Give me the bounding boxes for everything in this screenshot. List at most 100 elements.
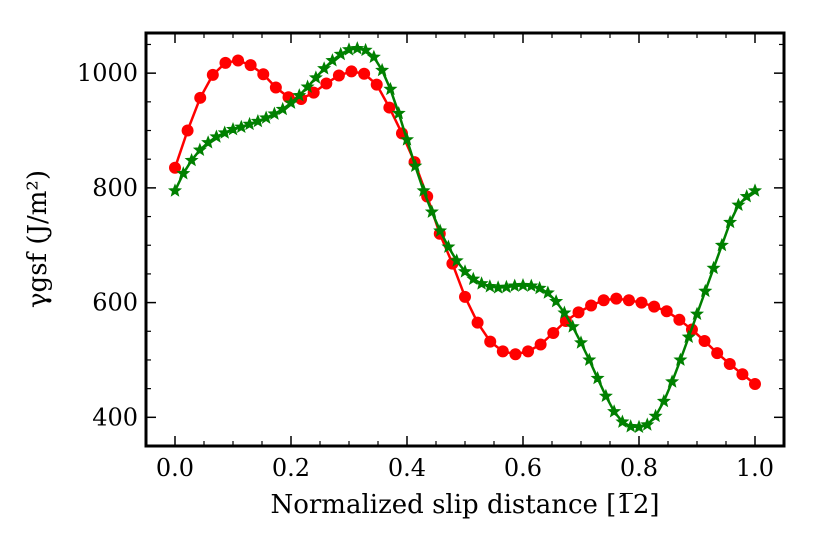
series-circles-point bbox=[269, 81, 282, 94]
series-circles-point bbox=[534, 338, 547, 351]
series-stars-point bbox=[242, 116, 257, 131]
series-stars-point bbox=[275, 101, 290, 116]
ticks-layer: 0.0 0.2 0.4 0.6 0.8 1.0 400 600 800 1000 bbox=[77, 33, 785, 482]
series-circles-point bbox=[496, 345, 509, 358]
series-stars-point bbox=[631, 419, 647, 434]
series-stars-point bbox=[482, 279, 497, 293]
series-stars-point bbox=[673, 352, 688, 366]
series-circles-point bbox=[345, 65, 358, 78]
series-stars-point bbox=[731, 197, 746, 212]
series-stars-point bbox=[449, 253, 464, 267]
series-circles-point bbox=[585, 299, 598, 312]
series-stars-point bbox=[524, 278, 539, 292]
series-circles-point bbox=[509, 348, 522, 361]
series-stars-point bbox=[640, 417, 655, 431]
series-stars-point bbox=[507, 278, 522, 292]
series-circles-point bbox=[736, 368, 749, 381]
series-circles-point bbox=[244, 59, 257, 72]
series-stars-point bbox=[623, 419, 638, 433]
series-stars-point bbox=[466, 271, 481, 286]
series-stars-point bbox=[557, 305, 572, 319]
series-circles-point bbox=[194, 91, 207, 104]
series-stars-point bbox=[201, 135, 216, 149]
series-circles-point bbox=[332, 69, 345, 82]
x-tick-label: 0.8 bbox=[620, 454, 658, 482]
series-circles-line bbox=[173, 59, 756, 386]
series-stars-point bbox=[408, 158, 423, 173]
series-circles-point bbox=[219, 56, 232, 69]
series-stars-point bbox=[424, 204, 439, 218]
series-stars-point bbox=[549, 294, 564, 308]
series-stars-line bbox=[173, 47, 756, 429]
series-stars-point bbox=[648, 408, 663, 423]
series-circles-point bbox=[484, 335, 497, 348]
series-stars-point bbox=[598, 388, 613, 403]
series-circles-point bbox=[648, 300, 661, 313]
x-tick-label: 1.0 bbox=[736, 454, 774, 482]
series-circles-point bbox=[358, 67, 371, 80]
series-stars-point bbox=[615, 414, 630, 428]
series-stars-point bbox=[259, 110, 274, 124]
series-circles-point bbox=[723, 357, 736, 370]
series-stars-point bbox=[317, 61, 332, 75]
series-stars-point bbox=[358, 42, 373, 57]
series-stars-point bbox=[308, 70, 323, 84]
series-stars-point bbox=[441, 239, 456, 253]
series-stars-point bbox=[665, 374, 680, 388]
series-stars-point bbox=[540, 285, 555, 299]
series-stars-point bbox=[491, 280, 506, 294]
series-layer bbox=[167, 41, 763, 434]
x-tick-label: 0.0 bbox=[156, 454, 194, 482]
series-stars-point bbox=[590, 370, 605, 385]
y-tick-label: 800 bbox=[92, 174, 138, 202]
series-circles-point bbox=[181, 124, 194, 137]
series-circles-point bbox=[370, 78, 383, 91]
series-stars-point bbox=[582, 352, 597, 366]
series-stars-point bbox=[573, 335, 589, 349]
y-tick-label: 400 bbox=[92, 403, 138, 431]
series-circles-point bbox=[320, 77, 333, 90]
series-circles-point bbox=[383, 101, 396, 114]
series-stars-point bbox=[739, 189, 754, 203]
series-circles-point bbox=[622, 294, 635, 307]
series-stars-point bbox=[515, 278, 531, 292]
series-stars-point bbox=[656, 393, 671, 408]
x-tick-label: 0.6 bbox=[504, 454, 542, 482]
series-circles-point bbox=[660, 305, 673, 318]
series-circles-point bbox=[597, 294, 610, 307]
x-tick-label: 0.4 bbox=[388, 454, 426, 482]
series-circles-point bbox=[206, 68, 219, 81]
series-stars-point bbox=[383, 81, 398, 96]
y-tick-label: 600 bbox=[92, 289, 138, 317]
series-circles-point bbox=[232, 54, 245, 67]
plot-frame bbox=[144, 31, 786, 448]
series-circles-point bbox=[459, 290, 471, 303]
series-stars-point bbox=[698, 283, 713, 298]
x-tick-label: 0.2 bbox=[272, 454, 310, 482]
series-stars-point bbox=[532, 280, 547, 295]
series-stars-point bbox=[234, 119, 249, 134]
series-stars-point bbox=[706, 260, 721, 275]
series-circles-point bbox=[635, 296, 648, 309]
series-stars-point bbox=[225, 122, 241, 136]
series-stars-point bbox=[714, 237, 729, 252]
series-stars-point bbox=[565, 319, 580, 333]
series-circles-point bbox=[169, 161, 181, 174]
series-circles-point bbox=[711, 347, 724, 360]
series-stars-point bbox=[176, 166, 191, 180]
series-circles-point bbox=[698, 335, 711, 348]
series-stars-point bbox=[375, 62, 390, 77]
series-circles-point bbox=[610, 292, 623, 305]
series-circles-point bbox=[257, 68, 270, 81]
series-stars-point bbox=[209, 129, 224, 143]
series-stars-point bbox=[474, 276, 489, 290]
series-stars-point bbox=[366, 49, 381, 64]
x-axis-label: Normalized slip distance [1̅2] bbox=[270, 490, 659, 520]
series-stars-point bbox=[499, 279, 514, 294]
series-stars-point bbox=[292, 88, 307, 102]
series-stars-point bbox=[267, 106, 282, 120]
series-stars-point bbox=[250, 113, 265, 128]
series-circles-point bbox=[522, 345, 535, 358]
y-axis-label: γgsf (J/m²) bbox=[23, 170, 53, 308]
